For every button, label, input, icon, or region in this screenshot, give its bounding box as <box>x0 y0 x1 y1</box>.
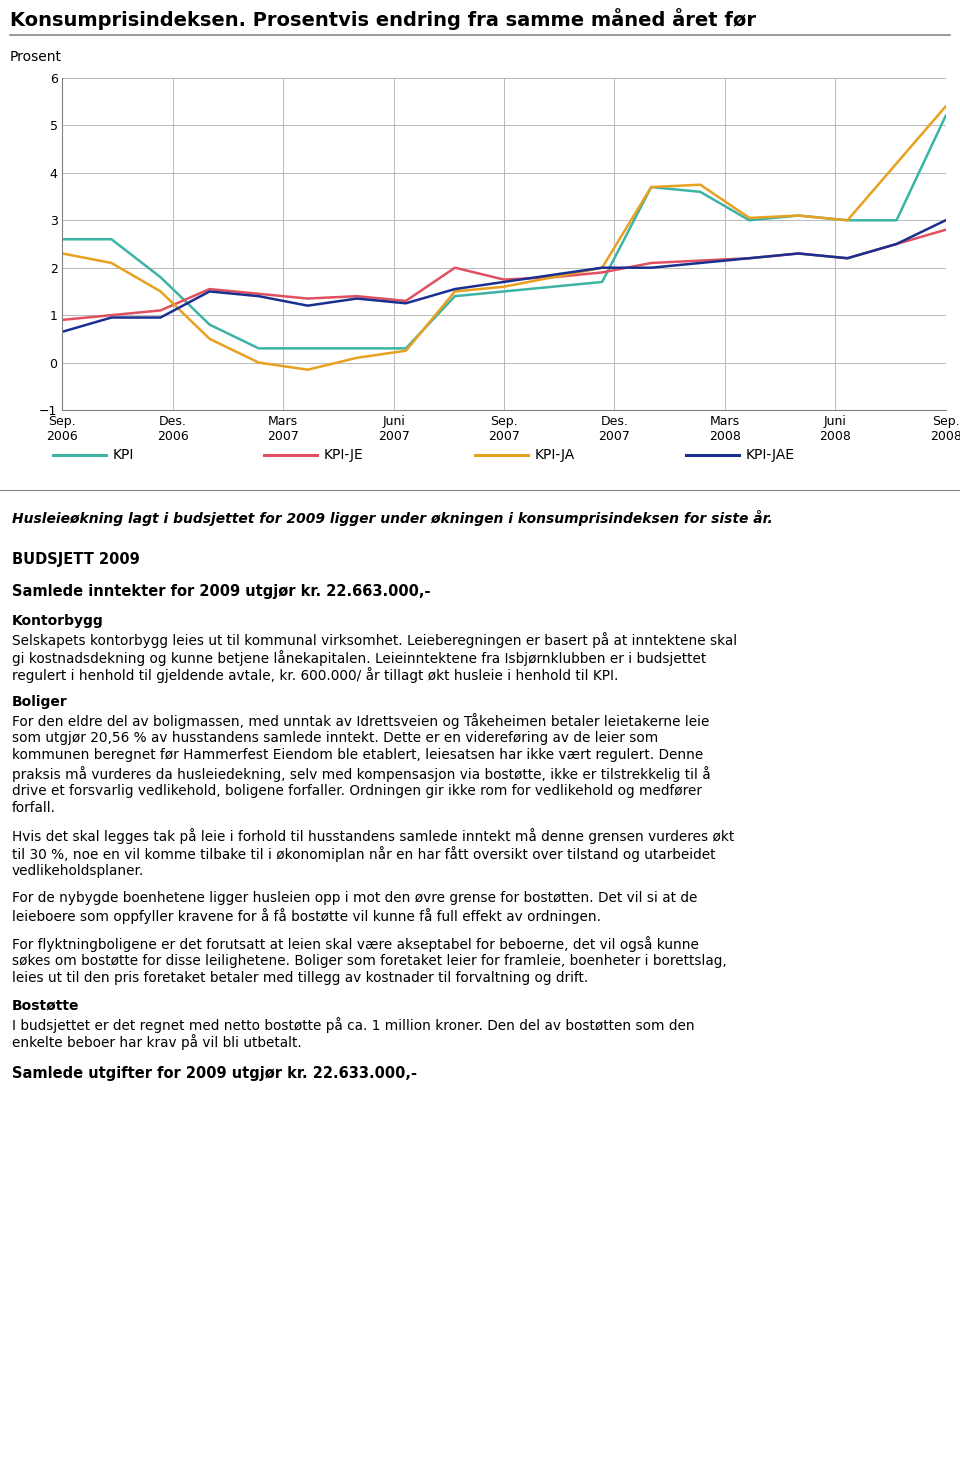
Text: KPI-JE: KPI-JE <box>324 447 363 462</box>
Text: Husleieøkning lagt i budsjettet for 2009 ligger under økningen i konsumprisindek: Husleieøkning lagt i budsjettet for 2009… <box>12 509 772 526</box>
Text: enkelte beboer har krav på vil bli utbetalt.: enkelte beboer har krav på vil bli utbet… <box>12 1035 301 1051</box>
Text: BUDSJETT 2009: BUDSJETT 2009 <box>12 552 139 567</box>
Text: Bostøtte: Bostøtte <box>12 998 79 1013</box>
Text: leieboere som oppfyller kravene for å få bostøtte vil kunne få full effekt av or: leieboere som oppfyller kravene for å få… <box>12 908 601 924</box>
Text: Boliger: Boliger <box>12 695 67 710</box>
Text: For flyktningboligene er det forutsatt at leien skal være akseptabel for beboern: For flyktningboligene er det forutsatt a… <box>12 936 698 952</box>
Text: Prosent: Prosent <box>10 50 61 63</box>
Text: For de nybygde boenhetene ligger husleien opp i mot den øvre grense for bostøtte: For de nybygde boenhetene ligger husleie… <box>12 891 697 905</box>
Text: til 30 %, noe en vil komme tilbake til i økonomiplan når en har fått oversikt ov: til 30 %, noe en vil komme tilbake til i… <box>12 846 715 863</box>
Text: forfall.: forfall. <box>12 801 56 815</box>
Text: regulert i henhold til gjeldende avtale, kr. 600.000/ år tillagt økt husleie i h: regulert i henhold til gjeldende avtale,… <box>12 667 618 683</box>
Text: For den eldre del av boligmassen, med unntak av Idrettsveien og Tåkeheimen betal: For den eldre del av boligmassen, med un… <box>12 714 708 730</box>
Text: gi kostnadsdekning og kunne betjene lånekapitalen. Leieinntektene fra Isbjørnklu: gi kostnadsdekning og kunne betjene låne… <box>12 651 706 665</box>
Text: Selskapets kontorbygg leies ut til kommunal virksomhet. Leieberegningen er baser: Selskapets kontorbygg leies ut til kommu… <box>12 633 736 649</box>
Text: Kontorbygg: Kontorbygg <box>12 614 104 629</box>
Text: KPI-JAE: KPI-JAE <box>746 447 795 462</box>
Text: Samlede inntekter for 2009 utgjør kr. 22.663.000,-: Samlede inntekter for 2009 utgjør kr. 22… <box>12 584 430 599</box>
Text: Hvis det skal legges tak på leie i forhold til husstandens samlede inntekt må de: Hvis det skal legges tak på leie i forho… <box>12 829 733 845</box>
Text: drive et forsvarlig vedlikehold, boligene forfaller. Ordningen gir ikke rom for : drive et forsvarlig vedlikehold, boligen… <box>12 783 702 798</box>
Text: Konsumprisindeksen. Prosentvis endring fra samme måned året før: Konsumprisindeksen. Prosentvis endring f… <box>10 7 756 29</box>
Text: vedlikeholdsplaner.: vedlikeholdsplaner. <box>12 864 144 877</box>
Text: KPI: KPI <box>112 447 133 462</box>
Text: Samlede utgifter for 2009 utgjør kr. 22.633.000,-: Samlede utgifter for 2009 utgjør kr. 22.… <box>12 1066 417 1080</box>
Text: praksis må vurderes da husleiedekning, selv med kompensasjon via bostøtte, ikke : praksis må vurderes da husleiedekning, s… <box>12 765 710 782</box>
Text: søkes om bostøtte for disse leilighetene. Boliger som foretaket leier for framle: søkes om bostøtte for disse leilighetene… <box>12 954 727 967</box>
Text: KPI-JA: KPI-JA <box>535 447 575 462</box>
Text: som utgjør 20,56 % av husstandens samlede inntekt. Dette er en videreføring av d: som utgjør 20,56 % av husstandens samled… <box>12 732 658 745</box>
Text: leies ut til den pris foretaket betaler med tillegg av kostnader til forvaltning: leies ut til den pris foretaket betaler … <box>12 972 588 985</box>
Text: I budsjettet er det regnet med netto bostøtte på ca. 1 million kroner. Den del a: I budsjettet er det regnet med netto bos… <box>12 1017 694 1033</box>
Text: kommunen beregnet før Hammerfest Eiendom ble etablert, leiesatsen har ikke vært : kommunen beregnet før Hammerfest Eiendom… <box>12 748 703 762</box>
